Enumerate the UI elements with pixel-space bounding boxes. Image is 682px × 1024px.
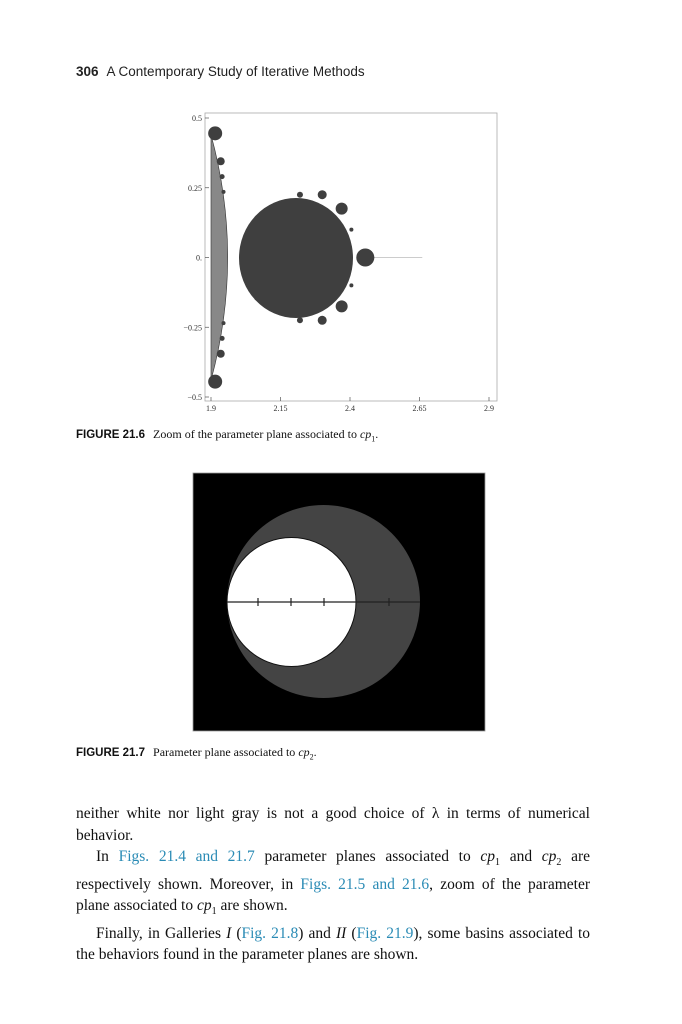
- bulb: [296, 317, 303, 324]
- paragraph-2: In Figs. 21.4 and 21.7 parameter planes …: [76, 848, 590, 918]
- link-figs-21-4-21-7[interactable]: Figs. 21.4 and 21.7: [118, 848, 255, 865]
- x-tick-label: 2.9: [484, 404, 494, 413]
- x-tick-label: 2.15: [274, 404, 288, 413]
- bulb: [221, 321, 226, 326]
- bulb: [208, 374, 223, 389]
- bulb: [349, 283, 354, 288]
- running-header: 306 A Contemporary Study of Iterative Met…: [76, 64, 365, 79]
- figure-21-7-caption: FIGURE 21.7 Parameter plane associated to…: [76, 745, 317, 762]
- y-tick-label: 0.25: [188, 184, 202, 193]
- link-fig-21-9[interactable]: Fig. 21.9: [356, 924, 414, 942]
- bulb: [317, 190, 327, 200]
- body-text: neither white nor light gray is not a go…: [76, 803, 590, 966]
- x-tick-label: 2.65: [413, 404, 427, 413]
- x-tick-label: 2.4: [345, 404, 355, 413]
- bulb: [216, 157, 225, 166]
- y-tick-label: −0.25: [183, 323, 202, 332]
- figure-21-6-caption: FIGURE 21.6 Zoom of the parameter plane a…: [76, 427, 379, 444]
- axis-ticks: [257, 598, 390, 606]
- link-figs-21-5-21-6[interactable]: Figs. 21.5 and 21.6: [300, 875, 430, 893]
- y-tick-label: −0.5: [187, 393, 202, 402]
- paragraph-1: neither white nor light gray is not a go…: [76, 805, 590, 844]
- figure-label: FIGURE 21.7: [76, 747, 146, 759]
- bulb: [208, 126, 223, 141]
- bulb: [219, 174, 225, 180]
- bulb: [349, 227, 354, 232]
- figure-label: FIGURE 21.6: [76, 429, 146, 441]
- x-tick-label: 1.9: [206, 404, 216, 413]
- bulb: [335, 300, 348, 313]
- bulb: [296, 191, 303, 198]
- bulb: [216, 349, 225, 358]
- left-region: [210, 134, 228, 381]
- y-tick-label: 0.: [196, 254, 202, 263]
- bulb: [219, 335, 225, 341]
- y-tick-label: 0.5: [192, 114, 202, 123]
- bulb: [370, 255, 375, 260]
- main-cardioid: [239, 198, 353, 318]
- bulb: [317, 315, 327, 325]
- page-number: 306: [76, 64, 99, 79]
- bulb: [356, 248, 375, 267]
- paragraph-3: Finally, in Galleries I (Fig. 21.8) and …: [76, 924, 591, 964]
- link-fig-21-8[interactable]: Fig. 21.8: [241, 924, 299, 942]
- bulb: [221, 189, 226, 194]
- bulb: [335, 202, 348, 215]
- running-title: A Contemporary Study of Iterative Method…: [106, 64, 365, 79]
